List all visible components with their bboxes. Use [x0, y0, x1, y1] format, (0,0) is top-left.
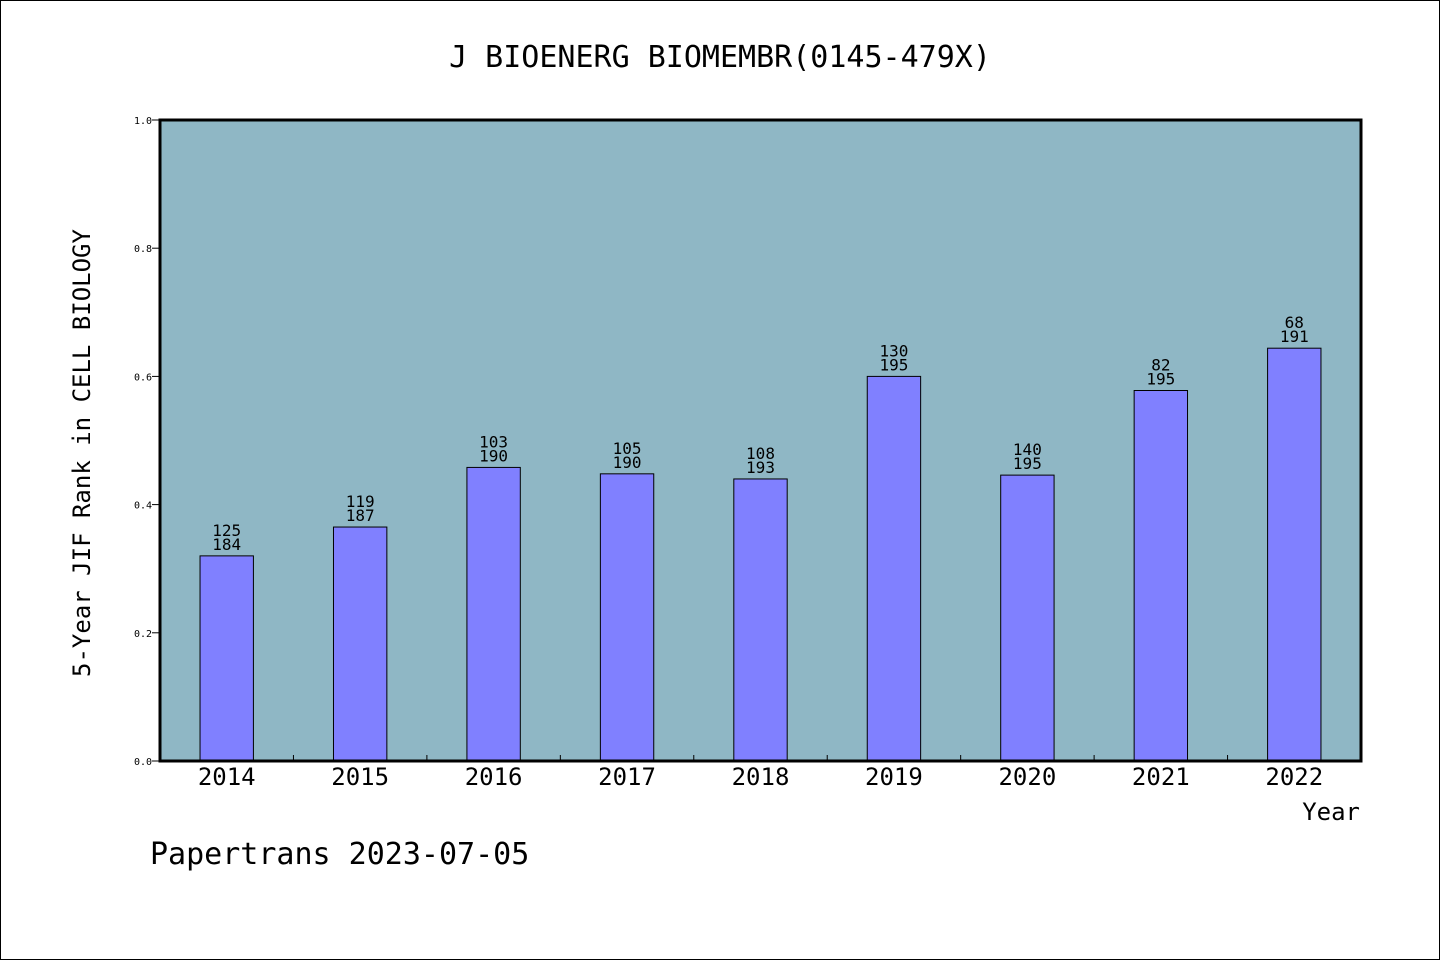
x-tick-label: 2015	[331, 763, 389, 791]
y-tick-label: 0.4	[134, 501, 152, 512]
bar-rank-label: 108	[746, 444, 775, 463]
bar-rank-label: 82	[1151, 356, 1170, 375]
bar-total-label: 195	[879, 355, 908, 374]
y-tick-label: 0.6	[134, 372, 152, 383]
x-tick-label: 2019	[865, 763, 923, 791]
x-axis: 2014 2015 2016 2017 2018 2019 2020 2021 2022	[198, 755, 1323, 791]
bar-total-label: 195	[1013, 454, 1042, 473]
bar-rank-label: 125	[212, 521, 241, 540]
bar-2016	[466, 466, 521, 762]
y-axis: 0.0 0.2 0.4 0.6 0.8 1.0	[134, 116, 160, 768]
bar-rank-label: 119	[346, 492, 375, 511]
x-tick-label: 2014	[198, 763, 256, 791]
x-tick-label: 2022	[1265, 763, 1323, 791]
footer-credit: Papertrans 2023-07-05	[150, 837, 529, 872]
bar-total-label: 184	[212, 535, 241, 554]
chart-title: J BIOENERG BIOMEMBR(0145-479X)	[449, 40, 991, 75]
y-tick-label: 0.2	[134, 629, 152, 640]
x-tick-label: 2020	[998, 763, 1056, 791]
bar-total-label: 191	[1280, 327, 1309, 346]
y-tick-label: 0.0	[134, 757, 152, 768]
bar-total-label: 190	[479, 446, 508, 465]
bar-total-label: 190	[613, 453, 642, 472]
bar-2015	[332, 526, 388, 762]
bar-2021	[1133, 390, 1189, 762]
bar-rank-label: 130	[879, 341, 908, 360]
bar-2014	[199, 555, 254, 762]
bar-2022	[1267, 347, 1322, 762]
bar-total-label: 195	[1146, 370, 1175, 389]
bar-rank-label: 105	[613, 439, 642, 458]
x-axis-label: Year	[1302, 798, 1360, 826]
bar-2018	[733, 478, 788, 762]
bar-rank-label: 68	[1285, 313, 1304, 332]
bar-2019	[866, 375, 922, 762]
x-tick-label: 2017	[598, 763, 656, 791]
bar-total-label: 187	[346, 506, 375, 525]
y-tick-label: 1.0	[134, 116, 152, 127]
x-tick-label: 2016	[465, 763, 523, 791]
bar-total-label: 193	[746, 458, 775, 477]
y-axis-label: 5-Year JIF Rank in CELL BIOLOGY	[68, 228, 96, 676]
bar-2020	[1000, 474, 1055, 762]
bar-2017	[599, 473, 655, 762]
bar-rank-label: 140	[1013, 440, 1042, 459]
x-tick-label: 2018	[732, 763, 790, 791]
y-tick-label: 0.8	[134, 244, 152, 255]
bar-rank-label: 103	[479, 432, 508, 451]
x-tick-label: 2021	[1132, 763, 1190, 791]
plot-border	[158, 118, 1363, 763]
